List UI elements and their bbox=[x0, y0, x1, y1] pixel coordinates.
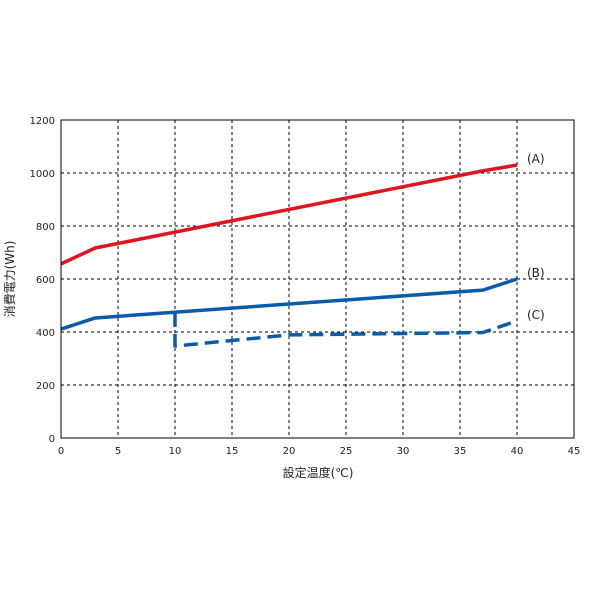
y-tick-label: 0 bbox=[49, 434, 55, 445]
y-tick-label: 800 bbox=[36, 222, 55, 233]
x-tick-label: 40 bbox=[511, 446, 524, 457]
y-tick-label: 200 bbox=[36, 381, 55, 392]
plot-frame bbox=[60, 119, 575, 439]
y-tick-label: 400 bbox=[36, 328, 55, 339]
y-tick-label: 600 bbox=[36, 275, 55, 286]
series-line-1 bbox=[60, 277, 518, 331]
y-tick-label: 1000 bbox=[30, 169, 55, 180]
series-label: (A) bbox=[527, 152, 545, 166]
series-label: (C) bbox=[527, 308, 545, 322]
x-tick-label: 30 bbox=[397, 446, 410, 457]
series-group: (A) (B) (C) bbox=[60, 152, 545, 348]
y-tick-label: 1200 bbox=[30, 116, 55, 127]
series-line-2 bbox=[173, 312, 518, 348]
x-tick-label: 35 bbox=[454, 446, 467, 457]
ticks: 0 5 10 15 20 25 30 35 40 45 0 200 400 600 800 1000 1200 bbox=[30, 116, 581, 457]
x-tick-label: 5 bbox=[115, 446, 121, 457]
x-tick-label: 25 bbox=[340, 446, 353, 457]
series-line-0 bbox=[60, 163, 518, 266]
series-label: (B) bbox=[527, 266, 545, 280]
x-tick-label: 10 bbox=[169, 446, 182, 457]
x-axis-label: 設定温度(℃) bbox=[283, 465, 354, 480]
x-tick-label: 20 bbox=[283, 446, 296, 457]
y-axis-label: 消費電力(Wh) bbox=[2, 241, 17, 318]
x-tick-label: 45 bbox=[568, 446, 581, 457]
x-tick-label: 15 bbox=[226, 446, 239, 457]
x-tick-label: 0 bbox=[58, 446, 64, 457]
